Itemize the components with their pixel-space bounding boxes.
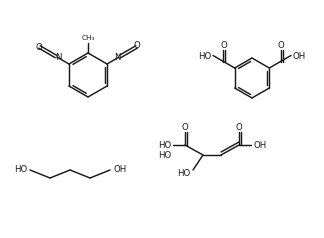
Text: OH: OH	[293, 52, 306, 61]
Text: N: N	[114, 54, 121, 63]
Text: OH: OH	[113, 165, 126, 174]
Text: HO: HO	[177, 169, 190, 178]
Text: CH₃: CH₃	[81, 35, 95, 41]
Text: N: N	[55, 54, 62, 63]
Text: HO: HO	[158, 140, 171, 149]
Text: O: O	[220, 41, 227, 50]
Text: HO: HO	[158, 150, 171, 159]
Text: O: O	[133, 41, 140, 50]
Text: HO: HO	[198, 52, 211, 61]
Text: HO: HO	[14, 165, 27, 174]
Text: O: O	[36, 43, 42, 52]
Text: O: O	[277, 41, 284, 50]
Text: OH: OH	[253, 140, 266, 149]
Text: O: O	[236, 124, 242, 133]
Text: O: O	[182, 124, 188, 133]
